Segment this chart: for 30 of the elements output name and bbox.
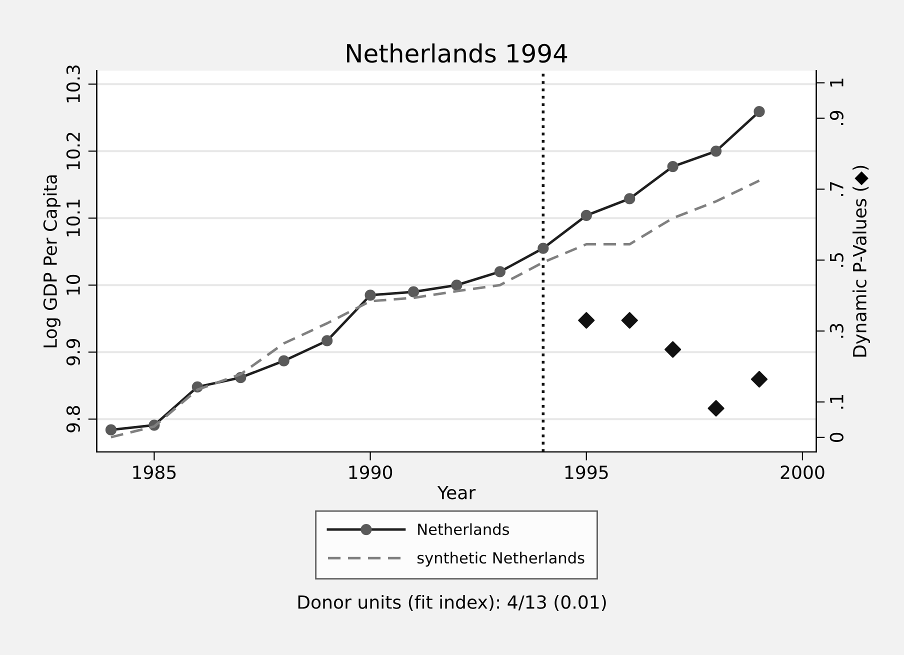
legend-label: synthetic Netherlands (417, 552, 584, 567)
y-axis-title: Log GDP Per Capita (43, 175, 61, 348)
y2-tick-label: .1 (830, 395, 844, 409)
y2-tick-label: .3 (830, 324, 844, 338)
y-tick-label: 9.9 (66, 339, 80, 366)
point (750, 370, 768, 388)
x-tick-label: 1995 (565, 465, 608, 480)
x-axis-title: Year (437, 486, 476, 500)
y2-tick-label: .7 (830, 182, 844, 196)
y2-tick-label: 0 (830, 432, 844, 442)
y-tick-label: 10 (66, 274, 80, 295)
point (621, 312, 638, 329)
legend-label: Netherlands (418, 523, 510, 536)
y2-axis-title: Dynamic P-Values (◆) (852, 166, 870, 357)
y2-tick-label: .9 (830, 110, 844, 125)
point (578, 312, 595, 329)
x-tick-label: 2000 (780, 465, 824, 480)
x-tick-label: 1985 (133, 465, 176, 480)
y2-tick-label: .5 (830, 253, 844, 267)
point (664, 341, 682, 358)
line-series (110, 179, 761, 438)
y-tick-label: 10.3 (66, 65, 80, 102)
y-tick-label: 10.2 (66, 132, 80, 170)
text: Donor units (fit index): 4/13 (0.01) (298, 594, 606, 612)
x-tick-label: 1990 (349, 465, 392, 480)
y-tick-label: 10.1 (66, 200, 80, 236)
chart-title: Netherlands 1994 (346, 43, 568, 63)
point (708, 400, 724, 417)
y-tick-label: 9.8 (66, 406, 80, 432)
y2-tick-label: 1 (830, 78, 844, 87)
